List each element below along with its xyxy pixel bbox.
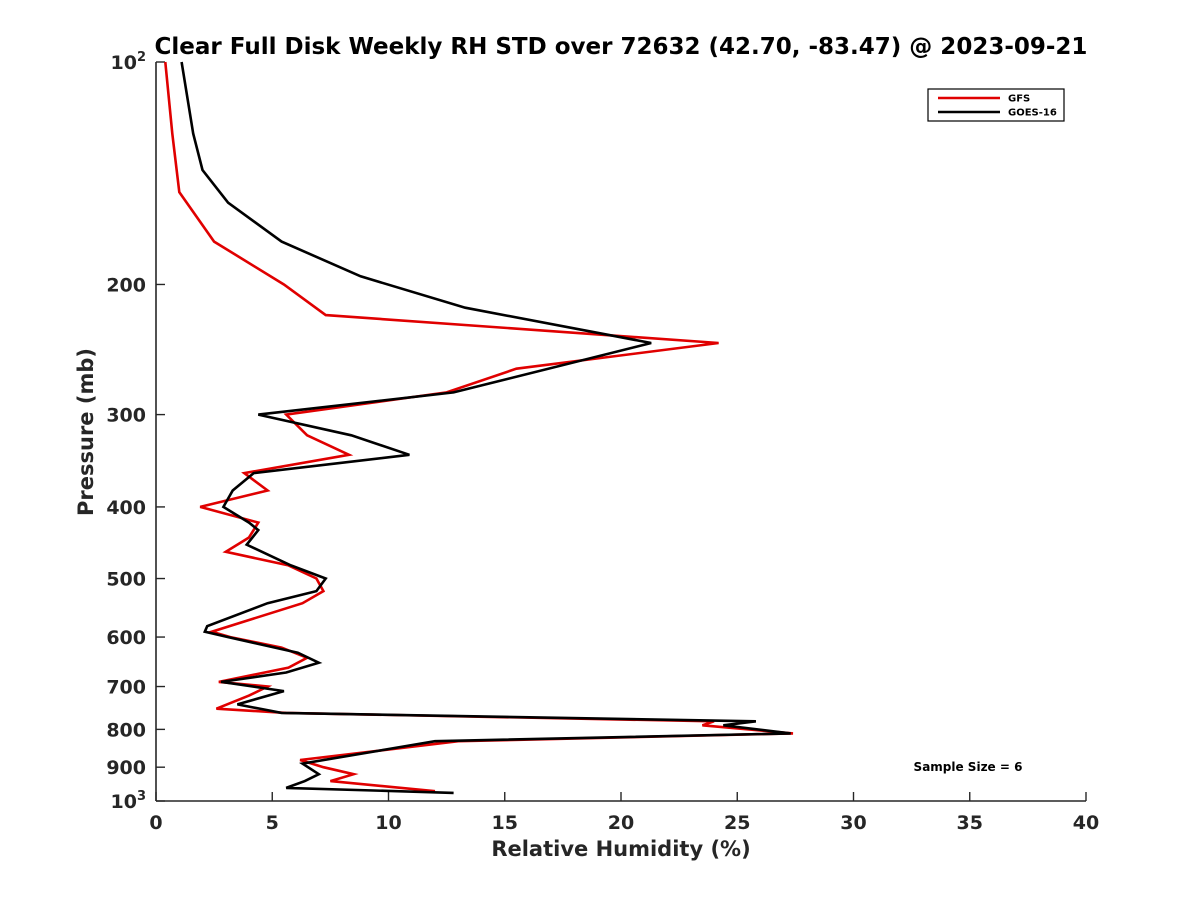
y-tick-exponent: 3 [137, 789, 146, 804]
x-tick-label: 0 [149, 812, 162, 834]
y-tick-label: 500 [106, 569, 146, 591]
legend-label: GOES-16 [1008, 108, 1057, 119]
y-tick-label: 800 [106, 719, 146, 741]
y-tick-base: 10 [111, 791, 137, 813]
y-tick-base: 10 [111, 52, 137, 74]
sample-size-annotation: Sample Size = 6 [914, 760, 1023, 774]
y-tick-label: 200 [106, 274, 146, 296]
y-axis-label: Pressure (mb) [74, 348, 98, 516]
legend: GFS GOES-16 [927, 88, 1065, 122]
y-tick-label: 900 [106, 757, 146, 779]
series-line-goes-16 [180, 61, 791, 795]
legend-box [927, 88, 1065, 122]
y-tick-label: 600 [106, 627, 146, 649]
x-tick-label: 15 [492, 812, 518, 834]
series-line-gfs [164, 61, 794, 793]
x-tick-label: 20 [608, 812, 634, 834]
y-tick-label: 700 [106, 677, 146, 699]
chart-title: Clear Full Disk Weekly RH STD over 72632… [155, 34, 1088, 60]
x-tick-label: 10 [375, 812, 401, 834]
series-lines [164, 61, 794, 795]
x-tick-label: 35 [957, 812, 983, 834]
x-tick-label: 5 [266, 812, 279, 834]
y-tick-label: 300 [106, 405, 146, 427]
y-tick-exponent: 2 [137, 50, 146, 65]
x-tick-label: 30 [840, 812, 866, 834]
y-tick-label: 102 [111, 50, 147, 74]
x-tick-label: 25 [724, 812, 750, 834]
y-tick-label: 103 [111, 789, 147, 813]
x-ticks: 0 5 10 15 20 25 30 35 40 [149, 792, 1099, 834]
y-tick-label: 400 [106, 497, 146, 519]
x-axis-label: Relative Humidity (%) [491, 837, 750, 861]
legend-label: GFS [1008, 94, 1030, 105]
x-tick-label: 40 [1073, 812, 1099, 834]
